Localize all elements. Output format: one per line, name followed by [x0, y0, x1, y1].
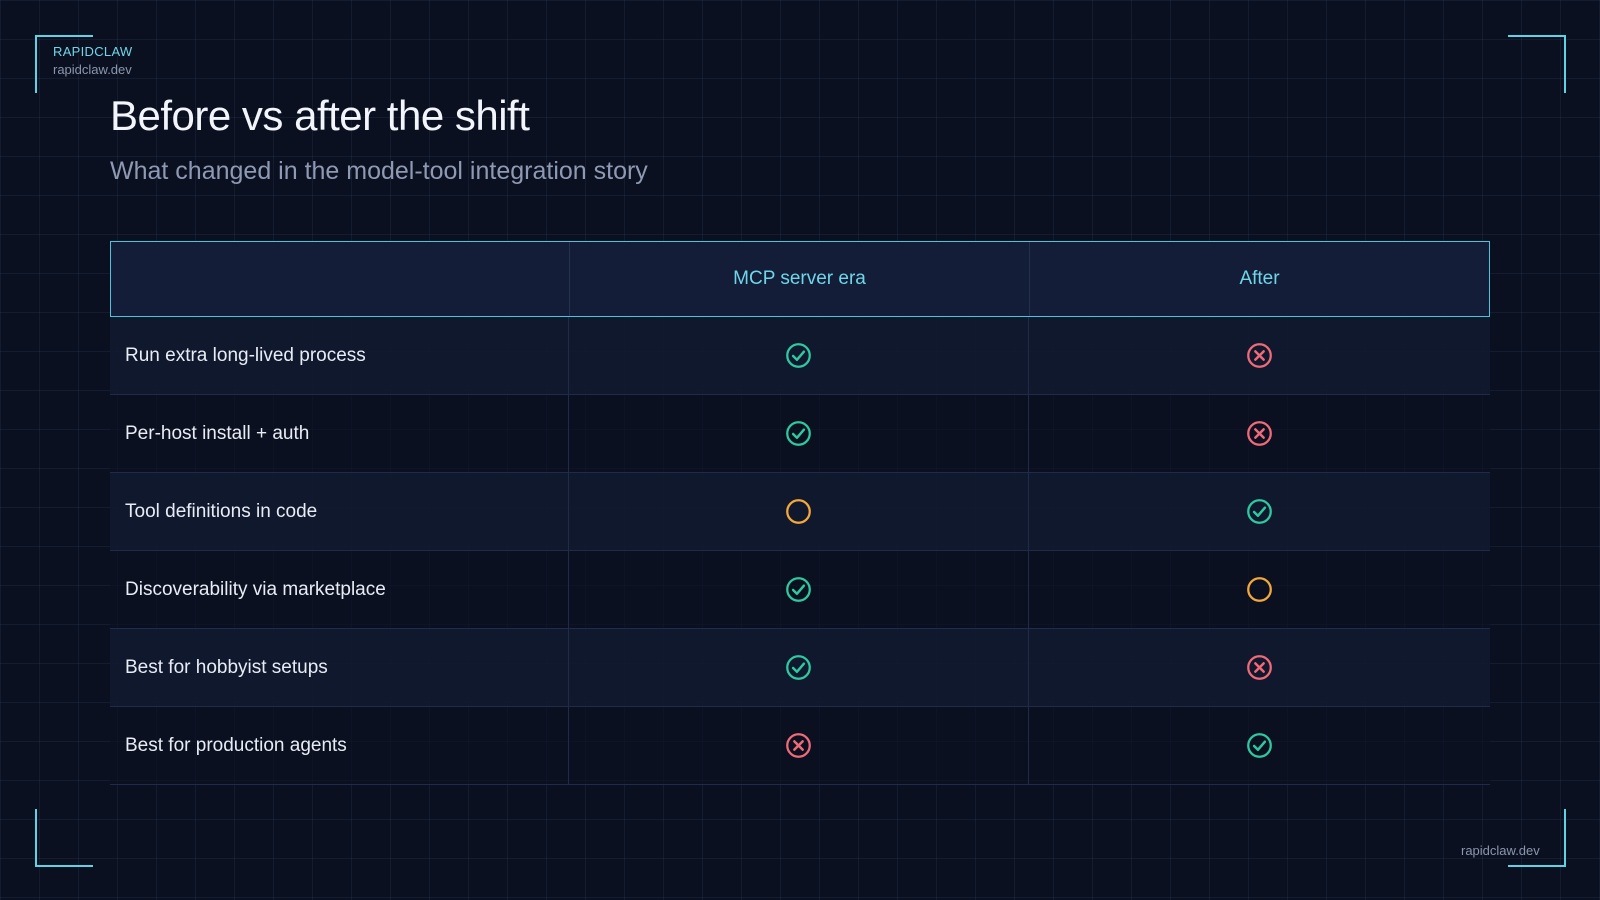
cross-icon: [1247, 343, 1272, 368]
partial-icon: [786, 499, 811, 524]
check-icon: [1247, 733, 1272, 758]
after-status-cell: [1029, 317, 1490, 394]
table-row: Tool definitions in code: [110, 473, 1490, 551]
cross-icon: [786, 733, 811, 758]
mcp-status-cell: [569, 395, 1029, 472]
brand-url: rapidclaw.dev: [53, 62, 132, 77]
corner-bracket-bottom-left: [35, 809, 93, 867]
corner-bracket-top-left: [35, 35, 93, 93]
column-header-feature: [111, 242, 570, 316]
row-label: Best for hobbyist setups: [110, 629, 569, 706]
mcp-status-cell: [569, 629, 1029, 706]
cross-icon: [1247, 421, 1272, 446]
brand-name: RAPIDCLAW: [53, 44, 133, 59]
table-body: Run extra long-lived process Per-host ins…: [110, 317, 1490, 785]
table-row: Best for production agents: [110, 707, 1490, 785]
comparison-table: MCP server era After Run extra long-live…: [110, 241, 1490, 785]
brand-block: RAPIDCLAW rapidclaw.dev: [53, 44, 133, 79]
check-icon: [1247, 499, 1272, 524]
row-label: Per-host install + auth: [110, 395, 569, 472]
check-icon: [786, 343, 811, 368]
row-label: Tool definitions in code: [110, 473, 569, 550]
cross-icon: [1247, 655, 1272, 680]
check-icon: [786, 655, 811, 680]
row-label: Best for production agents: [110, 707, 569, 784]
table-header: MCP server era After: [110, 241, 1490, 317]
corner-bracket-top-right: [1508, 35, 1566, 93]
table-row: Per-host install + auth: [110, 395, 1490, 473]
after-status-cell: [1029, 707, 1490, 784]
check-icon: [786, 577, 811, 602]
after-status-cell: [1029, 395, 1490, 472]
mcp-status-cell: [569, 707, 1029, 784]
column-header-after: After: [1239, 268, 1280, 289]
row-label: Discoverability via marketplace: [110, 551, 569, 628]
mcp-status-cell: [569, 473, 1029, 550]
table-row: Discoverability via marketplace: [110, 551, 1490, 629]
column-header-mcp-server-era: MCP server era: [570, 242, 1030, 316]
row-label: Run extra long-lived process: [110, 317, 569, 394]
corner-bracket-bottom-right: [1508, 809, 1566, 867]
slide-title: Before vs after the shift: [110, 92, 530, 139]
after-status-cell: [1029, 551, 1490, 628]
after-status-cell: [1029, 629, 1490, 706]
after-status-cell: [1029, 473, 1490, 550]
mcp-status-cell: [569, 551, 1029, 628]
partial-icon: [1247, 577, 1272, 602]
mcp-status-cell: [569, 317, 1029, 394]
footer-url: rapidclaw.dev: [1461, 843, 1540, 858]
check-icon: [786, 421, 811, 446]
table-row: Best for hobbyist setups: [110, 629, 1490, 707]
slide-subtitle: What changed in the model-tool integrati…: [110, 157, 648, 185]
table-row: Run extra long-lived process: [110, 317, 1490, 395]
